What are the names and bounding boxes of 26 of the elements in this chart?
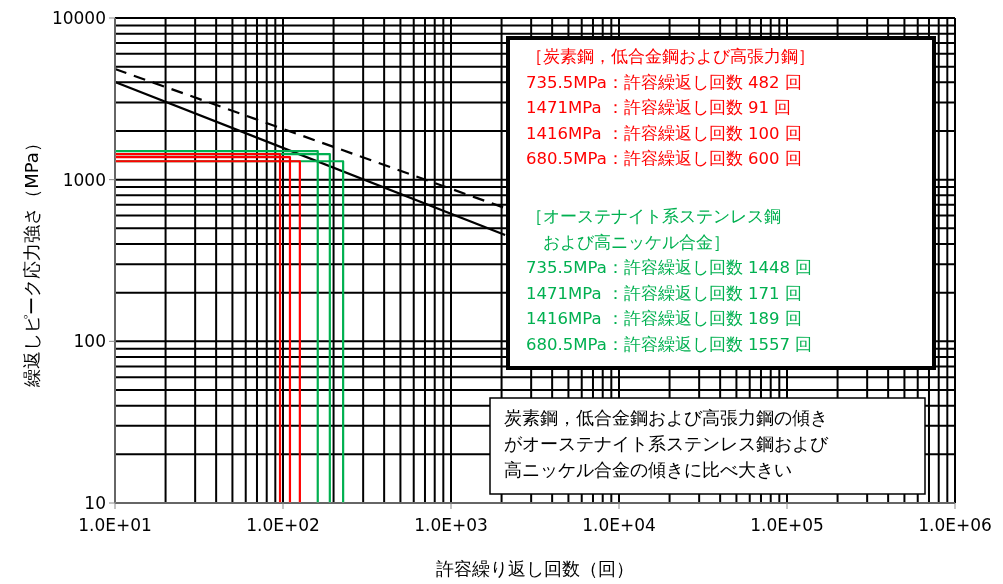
annotation: 高ニッケル合金の傾きに比べ大きい — [504, 460, 792, 480]
annotation: がオーステナイト系ステンレス鋼および — [504, 434, 829, 454]
annotation: および高ニッケル合金］ — [526, 232, 730, 252]
annotation: ［オーステナイト系ステンレス鋼 — [526, 207, 781, 226]
y-tick-label: 1000 — [62, 169, 106, 190]
annotation: 1416MPa ：許容繰返し回数 100 回 — [526, 123, 802, 143]
y-tick-label: 100 — [73, 331, 106, 352]
annotation: ［炭素鋼，低合金鋼および高張力鋼］ — [526, 47, 815, 66]
y-axis-title: 繰返しピーク応力強さ（MPa） — [21, 134, 42, 388]
annotation: 680.5MPa：許容繰返し回数 1557 回 — [526, 334, 813, 354]
annotation: 1416MPa ：許容繰返し回数 189 回 — [526, 309, 802, 328]
y-tick-label: 10000 — [51, 8, 106, 28]
x-tick-label: 1.0E+02 — [246, 515, 320, 535]
x-tick-label: 1.0E+03 — [414, 515, 488, 535]
x-tick-label: 1.0E+06 — [918, 515, 992, 535]
x-tick-label: 1.0E+05 — [750, 515, 824, 535]
x-tick-label: 1.0E+04 — [582, 515, 656, 535]
x-tick-label: 1.0E+01 — [78, 515, 152, 535]
annotation: 735.5MPa：許容繰返し回数 1448 回 — [526, 258, 813, 277]
annotation: 1471MPa ：許容繰返し回数 91 回 — [526, 98, 792, 117]
annotation: 1471MPa ：許容繰返し回数 171 回 — [526, 283, 802, 303]
x-axis-title: 許容繰り返し回数（回） — [436, 558, 634, 579]
y-tick-label: 10 — [84, 493, 106, 513]
annotation: 735.5MPa：許容繰返し回数 482 回 — [526, 72, 802, 92]
annotation: 炭素鋼，低合金鋼および高張力鋼の傾き — [504, 408, 828, 428]
annotation: 680.5MPa：許容繰返し回数 600 回 — [526, 149, 802, 168]
